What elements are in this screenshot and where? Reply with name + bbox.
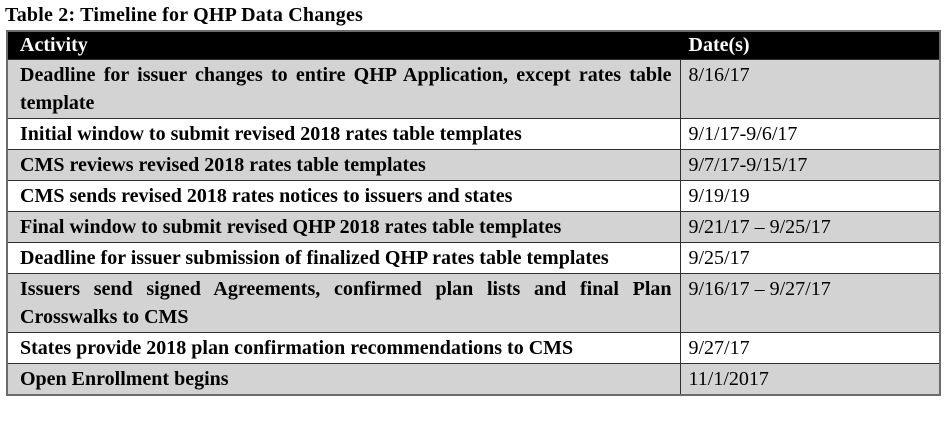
column-header-activity: Activity [6,30,681,60]
date-cell: 9/27/17 [679,332,941,364]
table-row: CMS reviews revised 2018 rates table tem… [6,149,941,181]
qhp-timeline-table: Activity Date(s) Deadline for issuer cha… [6,30,941,396]
table-row: Issuers send signed Agreements, confirme… [6,273,941,333]
table-row: Final window to submit revised QHP 2018 … [6,211,941,243]
header-row: Activity Date(s) [6,30,941,60]
table-row: CMS sends revised 2018 rates notices to … [6,180,941,212]
date-cell: 9/25/17 [679,242,941,274]
table-header: Activity Date(s) [6,30,941,60]
activity-cell: States provide 2018 plan confirmation re… [6,332,681,364]
table-body: Deadline for issuer changes to entire QH… [6,59,941,396]
table-row: Deadline for issuer changes to entire QH… [6,59,941,119]
table-row: Deadline for issuer submission of finali… [6,242,941,274]
activity-cell: CMS reviews revised 2018 rates table tem… [6,149,681,181]
date-cell: 9/19/19 [679,180,941,212]
activity-cell: CMS sends revised 2018 rates notices to … [6,180,681,212]
table-row: Open Enrollment begins 11/1/2017 [6,363,941,396]
activity-cell: Initial window to submit revised 2018 ra… [6,118,681,150]
date-cell: 8/16/17 [679,59,941,119]
date-cell: 9/21/17 – 9/25/17 [679,211,941,243]
column-header-dates: Date(s) [679,30,941,60]
table-title: Table 2: Timeline for QHP Data Changes [5,4,364,26]
activity-cell: Issuers send signed Agreements, confirme… [6,273,681,333]
date-cell: 9/16/17 – 9/27/17 [679,273,941,333]
activity-cell: Deadline for issuer changes to entire QH… [6,59,681,119]
activity-cell: Deadline for issuer submission of finali… [6,242,681,274]
activity-cell: Final window to submit revised QHP 2018 … [6,211,681,243]
table-row: Initial window to submit revised 2018 ra… [6,118,941,150]
date-cell: 9/1/17-9/6/17 [679,118,941,150]
activity-cell: Open Enrollment begins [6,363,681,396]
date-cell: 11/1/2017 [679,363,941,396]
table-row: States provide 2018 plan confirmation re… [6,332,941,364]
date-cell: 9/7/17-9/15/17 [679,149,941,181]
